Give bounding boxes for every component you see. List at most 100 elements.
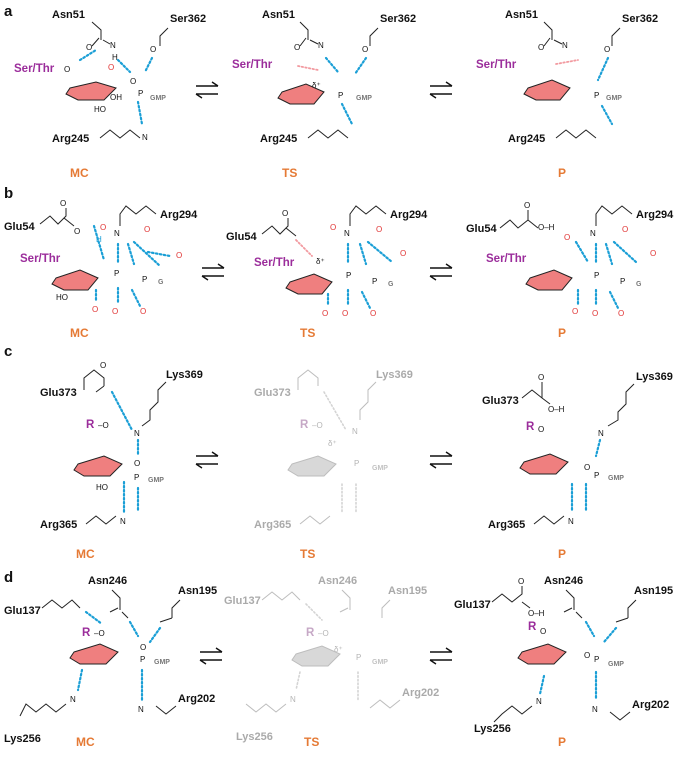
water-o: O xyxy=(618,309,624,318)
water-o: O xyxy=(100,223,106,232)
state-label-mc: MC xyxy=(70,166,89,180)
g-label: G xyxy=(158,279,164,286)
atom-delta: δ⁺ xyxy=(328,439,337,448)
residue-arg245: Arg245 xyxy=(52,133,89,145)
panel-b-mc: Glu54 O O Arg294 N Ser/Thr H O O O P P G… xyxy=(4,199,198,340)
gmp-label-d-p: GMP xyxy=(608,661,624,668)
panel-d-p: Asn246 Asn195 Glu137 O O–H R O O P GMP N… xyxy=(454,575,673,749)
panel-c-ts: Glu373 Lys369 N R –O δ⁺ P GMP Arg365 TS xyxy=(254,369,413,561)
sugar-ring-b-ts xyxy=(285,273,333,295)
atom-o: O xyxy=(524,201,530,210)
atom-n: N xyxy=(562,41,568,50)
atom-n: N xyxy=(70,695,76,704)
atom-oh: O–H xyxy=(528,609,545,618)
atom-n: N xyxy=(290,695,296,704)
sugar-ring-c xyxy=(73,455,123,477)
atom-n: N xyxy=(598,429,604,438)
state-label-mc-c: MC xyxy=(76,547,95,561)
atom-o: –O xyxy=(98,421,109,430)
state-label-ts-b: TS xyxy=(300,326,315,340)
atom-p: P xyxy=(356,653,361,662)
atom-o: O xyxy=(538,43,544,52)
water-o: O xyxy=(622,225,628,234)
gmp-label-c-ts: GMP xyxy=(372,465,388,472)
residue-glu373-ts: Glu373 xyxy=(254,387,291,399)
water-o: O xyxy=(370,309,376,318)
gmp-label-d: GMP xyxy=(154,659,170,666)
atom-n: N xyxy=(114,229,120,238)
state-label-p-d: P xyxy=(558,735,566,749)
atom-o: O xyxy=(74,227,80,236)
atom-o: O xyxy=(362,45,368,54)
state-label-p-c: P xyxy=(558,547,566,561)
atom-p: P xyxy=(138,89,143,98)
residue-arg245-ts: Arg245 xyxy=(260,133,297,145)
atom-o: O xyxy=(150,45,156,54)
gmp-label: GMP xyxy=(150,95,166,102)
state-label-p: P xyxy=(558,166,566,180)
atom-o: O xyxy=(64,65,70,74)
atom-o: O xyxy=(140,643,146,652)
nucleophile-r-p: R xyxy=(526,421,535,433)
residue-glu137-p: Glu137 xyxy=(454,599,491,611)
residue-arg294: Arg294 xyxy=(160,209,198,221)
atom-h: H xyxy=(112,53,118,62)
nucleophile-r-d-ts: R xyxy=(306,627,315,639)
residue-glu137-ts: Glu137 xyxy=(224,595,261,607)
residue-glu137: Glu137 xyxy=(4,605,41,617)
equilibrium-arrow xyxy=(429,263,453,281)
sugar-ring-d-ts xyxy=(291,645,341,667)
atom-n: N xyxy=(536,697,542,706)
atom-ho: HO xyxy=(56,293,68,302)
water-o: O xyxy=(330,223,336,232)
panel-label-d: d xyxy=(4,569,13,586)
residue-arg202-p: Arg202 xyxy=(632,699,669,711)
atom-o: O xyxy=(538,373,544,382)
atom-delta: δ⁺ xyxy=(312,81,321,90)
residue-asn195-p: Asn195 xyxy=(634,585,673,597)
equilibrium-arrow xyxy=(429,451,453,469)
nucleophile-r: R xyxy=(86,419,95,431)
residue-ser362-ts: Ser362 xyxy=(380,13,416,25)
residue-arg365-p: Arg365 xyxy=(488,519,525,531)
gmp-label-ts: GMP xyxy=(356,95,372,102)
water-o: O xyxy=(108,63,114,72)
panel-b: b Glu54 O O Arg294 N Ser/Thr H O O O P P… xyxy=(4,185,674,340)
sugar-ring-b-p xyxy=(525,269,573,291)
water-o: O xyxy=(140,307,146,316)
state-label-ts: TS xyxy=(282,166,297,180)
residue-arg245-p: Arg245 xyxy=(508,133,545,145)
atom-o: O xyxy=(294,43,300,52)
state-label-mc-b: MC xyxy=(70,326,89,340)
nucleophile-r-d-p: R xyxy=(528,621,537,633)
state-label-p-b: P xyxy=(558,326,566,340)
atom-p: P xyxy=(134,473,139,482)
atom-p: P xyxy=(114,269,119,278)
atom-o: O xyxy=(60,199,66,208)
panel-a-p: Asn51 O N Ser362 O Ser/Thr P GMP Arg245 … xyxy=(476,9,658,180)
residue-asn195-ts: Asn195 xyxy=(388,585,427,597)
panel-d-ts: Asn246 Asn195 Glu137 R –O δ⁺ P GMP N Arg… xyxy=(224,575,439,749)
water-o: O xyxy=(572,307,578,316)
state-label-mc-d: MC xyxy=(76,735,95,749)
atom-o: –O xyxy=(312,421,323,430)
nucleophile-r-ts: R xyxy=(300,419,309,431)
atom-o: O xyxy=(538,425,544,434)
sugar-ring-p xyxy=(523,79,571,101)
residue-lys369-p: Lys369 xyxy=(636,371,673,383)
atom-p: P xyxy=(594,91,599,100)
nucleophile-ser-thr-ts: Ser/Thr xyxy=(232,59,273,71)
residue-lys369: Lys369 xyxy=(166,369,203,381)
atom-oh: OH xyxy=(110,93,122,102)
atom-o: O xyxy=(584,463,590,472)
atom-p: P xyxy=(140,655,145,664)
atom-o: O xyxy=(540,627,546,636)
water-o: O xyxy=(112,307,118,316)
residue-glu54-ts: Glu54 xyxy=(226,231,257,243)
residue-glu373: Glu373 xyxy=(40,387,77,399)
residue-asn51-p: Asn51 xyxy=(505,9,538,21)
atom-p: P xyxy=(354,459,359,468)
atom-n: N xyxy=(138,705,144,714)
water-o: O xyxy=(92,305,98,314)
atom-o: –O xyxy=(318,629,329,638)
